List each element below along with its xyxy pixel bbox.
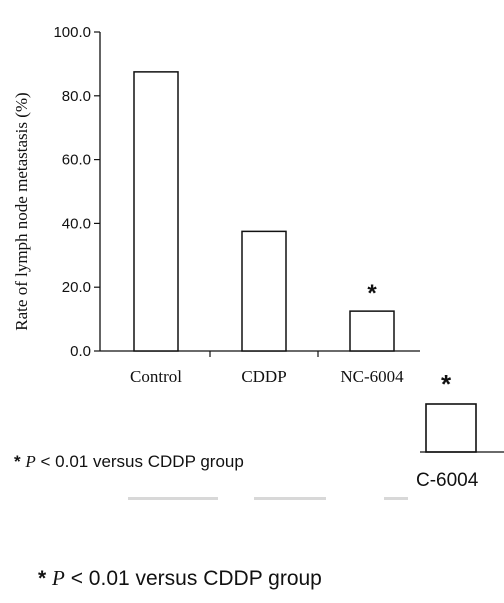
x-tick-label: CDDP <box>241 367 286 386</box>
footnote-p: P <box>52 566 65 590</box>
overlay-category-label: C-6004 <box>416 470 479 491</box>
significance-star: * <box>367 280 377 307</box>
y-tick-label: 60.0 <box>62 152 91 169</box>
footnote-text: < 0.01 versus CDDP group <box>40 452 244 471</box>
y-tick-label: 80.0 <box>62 88 91 105</box>
footnote-small: * P < 0.01 versus CDDP group <box>14 452 244 472</box>
y-tick-label: 40.0 <box>62 215 91 232</box>
bar-cddp <box>241 230 287 352</box>
footnote-large: * P < 0.01 versus CDDP group <box>38 566 322 591</box>
overlay-fragment: * <box>420 369 504 453</box>
bar-control <box>133 71 179 352</box>
x-tick-label: NC-6004 <box>340 367 404 386</box>
overlay-star: * <box>441 369 452 399</box>
footnote-star: * <box>38 567 47 590</box>
blurred-label-strip <box>254 497 326 500</box>
blurred-label-strip <box>128 497 218 500</box>
blurred-label-strip <box>384 497 408 500</box>
bar-nc-6004 <box>349 310 395 352</box>
x-tick-label: Control <box>130 367 182 386</box>
overlay-bar <box>425 403 477 453</box>
y-tick-label: 100.0 <box>53 24 91 41</box>
footnote-p: P <box>25 452 36 471</box>
y-tick-label: 0.0 <box>70 343 91 360</box>
footnote-text: < 0.01 versus CDDP group <box>70 567 322 590</box>
bars <box>133 71 395 352</box>
labels: 0.0 20.0 40.0 60.0 80.0 100.0 Control CDDP NC-60… <box>12 24 404 386</box>
y-tick-label: 20.0 <box>62 279 91 296</box>
y-axis-title: Rate of lymph node metastasis (%) <box>12 92 31 330</box>
footnote-star: * <box>14 452 21 471</box>
